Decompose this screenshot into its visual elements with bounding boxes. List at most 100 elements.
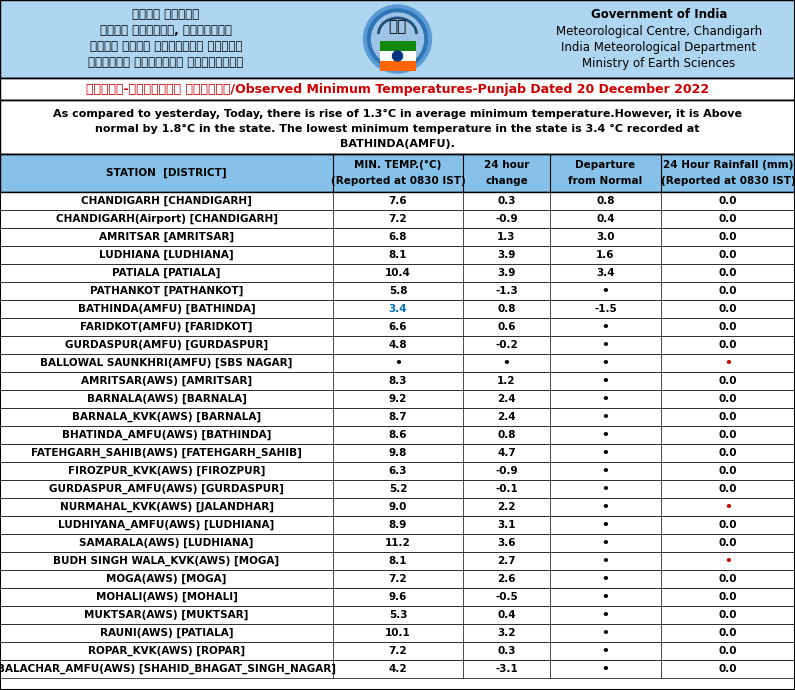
Text: 0.0: 0.0	[719, 592, 737, 602]
Bar	[359, 2, 436, 76]
Text: Meteorological Centre, Chandigarh: Meteorological Centre, Chandigarh	[556, 25, 762, 37]
Bar	[0, 462, 795, 480]
Text: 2.4: 2.4	[497, 412, 516, 422]
Text: 9.0: 9.0	[389, 502, 407, 512]
Text: •: •	[724, 500, 732, 513]
Circle shape	[393, 51, 402, 61]
Text: 3.0: 3.0	[596, 232, 615, 242]
Text: 0.0: 0.0	[719, 268, 737, 278]
Text: 8.9: 8.9	[389, 520, 407, 530]
Text: •: •	[602, 537, 610, 549]
Text: 🦁🦁: 🦁🦁	[389, 19, 406, 34]
Text: Government of India: Government of India	[591, 8, 727, 21]
Text: India Meteorological Department: India Meteorological Department	[561, 41, 757, 54]
Text: •: •	[602, 662, 610, 676]
Text: 2.2: 2.2	[497, 502, 516, 512]
Bar	[0, 354, 795, 372]
Text: 0.0: 0.0	[719, 232, 737, 242]
Text: 3.9: 3.9	[498, 250, 516, 260]
Bar	[0, 336, 795, 354]
Text: 24 Hour Rainfall (mm): 24 Hour Rainfall (mm)	[663, 160, 793, 170]
Text: •: •	[602, 446, 610, 460]
Text: -0.5: -0.5	[495, 592, 518, 602]
Bar	[0, 516, 795, 534]
Text: 9.2: 9.2	[389, 394, 407, 404]
Text: 0.8: 0.8	[497, 430, 516, 440]
Text: •: •	[502, 357, 510, 370]
Text: -0.9: -0.9	[495, 214, 518, 224]
Bar	[0, 0, 795, 78]
Bar	[0, 498, 795, 516]
Text: •: •	[602, 411, 610, 424]
Text: LUDHIANA [LUDHIANA]: LUDHIANA [LUDHIANA]	[99, 250, 234, 260]
Text: RAUNI(AWS) [PATIALA]: RAUNI(AWS) [PATIALA]	[99, 628, 233, 638]
Bar	[0, 588, 795, 606]
Text: 0.0: 0.0	[719, 196, 737, 206]
Text: पृथ्वी विज्ञान मंत्रालय: पृथ्वी विज्ञान मंत्रालय	[88, 57, 243, 70]
Text: 4.7: 4.7	[497, 448, 516, 458]
Text: 4.8: 4.8	[389, 340, 407, 350]
Text: Ministry of Earth Sciences: Ministry of Earth Sciences	[583, 57, 735, 70]
Text: 1.3: 1.3	[497, 232, 516, 242]
Text: normal by 1.8°C in the state. The lowest minimum temperature in the state is 3.4: normal by 1.8°C in the state. The lowest…	[95, 124, 700, 134]
Text: •: •	[602, 591, 610, 604]
Bar	[0, 372, 795, 390]
Bar	[0, 282, 795, 300]
Text: 0.3: 0.3	[497, 646, 516, 656]
Text: FATEHGARH_SAHIB(AWS) [FATEHGARH_SAHIB]: FATEHGARH_SAHIB(AWS) [FATEHGARH_SAHIB]	[31, 448, 302, 458]
Text: NURMAHAL_KVK(AWS) [JALANDHAR]: NURMAHAL_KVK(AWS) [JALANDHAR]	[60, 502, 273, 512]
Text: MIN. TEMP.(°C): MIN. TEMP.(°C)	[355, 160, 442, 170]
Text: PATHANKOT [PATHANKOT]: PATHANKOT [PATHANKOT]	[90, 286, 243, 296]
Bar	[0, 426, 795, 444]
Text: पंजाब-न्यूनतम तापमान/Observed Minimum Temperatures-Punjab Dated 20 December 2022: पंजाब-न्यूनतम तापमान/Observed Minimum Te…	[86, 83, 709, 95]
Text: 1.2: 1.2	[497, 376, 516, 386]
Bar	[0, 100, 795, 154]
Text: •: •	[602, 518, 610, 531]
Bar	[0, 624, 795, 642]
Text: BATHINDA(AMFU).: BATHINDA(AMFU).	[340, 139, 455, 149]
Text: 0.0: 0.0	[719, 430, 737, 440]
Bar	[0, 408, 795, 426]
Text: -1.3: -1.3	[495, 286, 518, 296]
Text: 4.2: 4.2	[389, 664, 407, 674]
Text: 11.2: 11.2	[385, 538, 411, 548]
Text: 0.0: 0.0	[719, 322, 737, 332]
Text: MOGA(AWS) [MOGA]: MOGA(AWS) [MOGA]	[107, 574, 227, 584]
Text: 8.3: 8.3	[389, 376, 407, 386]
Text: BARNALA_KVK(AWS) [BARNALA]: BARNALA_KVK(AWS) [BARNALA]	[72, 412, 261, 422]
Text: 6.3: 6.3	[389, 466, 407, 476]
Text: MUKTSAR(AWS) [MUKTSAR]: MUKTSAR(AWS) [MUKTSAR]	[84, 610, 249, 620]
Bar	[0, 318, 795, 336]
Bar	[0, 300, 795, 318]
Text: 0.0: 0.0	[719, 286, 737, 296]
Text: भारत सरकार: भारत सरकार	[133, 8, 200, 21]
Text: •: •	[724, 357, 732, 370]
Text: 0.3: 0.3	[497, 196, 516, 206]
Text: •: •	[602, 357, 610, 370]
Text: 2.7: 2.7	[497, 556, 516, 566]
Text: 3.9: 3.9	[498, 268, 516, 278]
Text: 0.0: 0.0	[719, 376, 737, 386]
Text: 0.0: 0.0	[719, 628, 737, 638]
Text: •: •	[602, 393, 610, 406]
Bar	[0, 642, 795, 660]
Text: 0.0: 0.0	[719, 394, 737, 404]
Text: 8.6: 8.6	[389, 430, 407, 440]
Text: 7.2: 7.2	[389, 574, 407, 584]
Text: 0.0: 0.0	[719, 412, 737, 422]
Text: 0.0: 0.0	[719, 574, 737, 584]
Bar	[379, 61, 416, 71]
Bar	[0, 660, 795, 678]
Text: 0.0: 0.0	[719, 214, 737, 224]
Bar	[0, 228, 795, 246]
Text: 9.6: 9.6	[389, 592, 407, 602]
Bar	[0, 480, 795, 498]
Text: 0.4: 0.4	[596, 214, 615, 224]
Text: 0.0: 0.0	[719, 520, 737, 530]
Text: •: •	[602, 573, 610, 586]
Text: 0.0: 0.0	[719, 250, 737, 260]
Text: BATHINDA(AMFU) [BATHINDA]: BATHINDA(AMFU) [BATHINDA]	[78, 304, 255, 314]
Text: BALLOWAL SAUNKHRI(AMFU) [SBS NAGAR]: BALLOWAL SAUNKHRI(AMFU) [SBS NAGAR]	[41, 358, 293, 368]
Text: 7.2: 7.2	[389, 646, 407, 656]
Text: 7.6: 7.6	[389, 196, 407, 206]
